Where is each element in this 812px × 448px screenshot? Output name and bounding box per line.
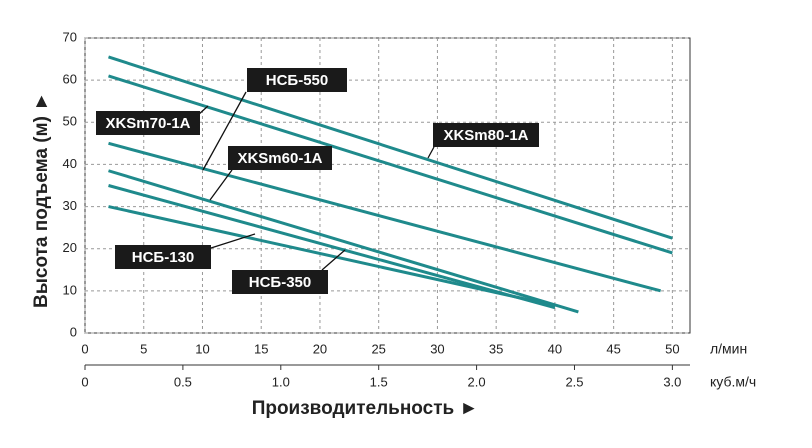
x-tick-label: 45 <box>606 341 620 356</box>
label-box <box>96 111 200 135</box>
x-axis-label: Производительность ► <box>252 398 479 419</box>
plot-frame <box>84 37 691 334</box>
label-box <box>433 123 539 147</box>
label-pointer <box>321 249 346 271</box>
y-tick-label: 20 <box>63 240 77 255</box>
x-tick-label: 10 <box>195 341 209 356</box>
y-tick-label: 0 <box>70 324 77 339</box>
series-label: XKSm60-1A <box>237 150 322 167</box>
y-tick-label: 60 <box>63 72 77 87</box>
x-tick-label: 50 <box>665 341 679 356</box>
x2-tick-label: 2.5 <box>565 374 583 389</box>
y-axis-label: Высота подъема (м) ► <box>31 92 52 308</box>
pump-curve <box>108 55 673 240</box>
pump-curve <box>108 141 662 293</box>
x2-unit: куб.м/ч <box>710 374 756 390</box>
series-label: XKSm70-1A <box>105 115 190 132</box>
x2-tick-label: 0.5 <box>174 374 192 389</box>
x-tick-label: 35 <box>489 341 503 356</box>
label-box <box>115 245 211 269</box>
x-tick-label: 20 <box>313 341 327 356</box>
label-box <box>232 270 328 294</box>
y-tick-label: 40 <box>63 156 77 171</box>
pump-curve <box>108 184 556 310</box>
label-box <box>228 146 332 170</box>
x-tick-label: 25 <box>371 341 385 356</box>
x-unit: л/мин <box>710 341 747 357</box>
x-tick-label: 40 <box>548 341 562 356</box>
y-tick-label: 70 <box>63 29 77 44</box>
x-tick-label: 0 <box>81 341 88 356</box>
pump-curve <box>108 169 579 314</box>
series-label: НСБ-550 <box>266 72 328 89</box>
x-tick-label: 5 <box>140 341 147 356</box>
x2-tick-label: 2.0 <box>468 374 486 389</box>
label-pointer <box>202 91 247 171</box>
y-tick-label: 30 <box>63 198 77 213</box>
y-tick-label: 50 <box>63 114 77 129</box>
pump-curve <box>108 205 556 308</box>
x2-tick-label: 1.0 <box>272 374 290 389</box>
x-tick-label: 30 <box>430 341 444 356</box>
x2-tick-label: 1.5 <box>370 374 388 389</box>
series-label: XKSm80-1A <box>443 127 528 144</box>
label-box <box>247 68 347 92</box>
label-pointer <box>427 146 435 159</box>
x2-tick-label: 3.0 <box>663 374 681 389</box>
y-tick-label: 10 <box>63 282 77 297</box>
series-label: НСБ-130 <box>132 249 194 266</box>
label-pointer <box>210 233 256 249</box>
x-tick-label: 15 <box>254 341 268 356</box>
label-pointer <box>209 169 233 201</box>
x2-tick-label: 0 <box>81 374 88 389</box>
pump-curve <box>108 74 673 255</box>
series-label: НСБ-350 <box>249 274 311 291</box>
